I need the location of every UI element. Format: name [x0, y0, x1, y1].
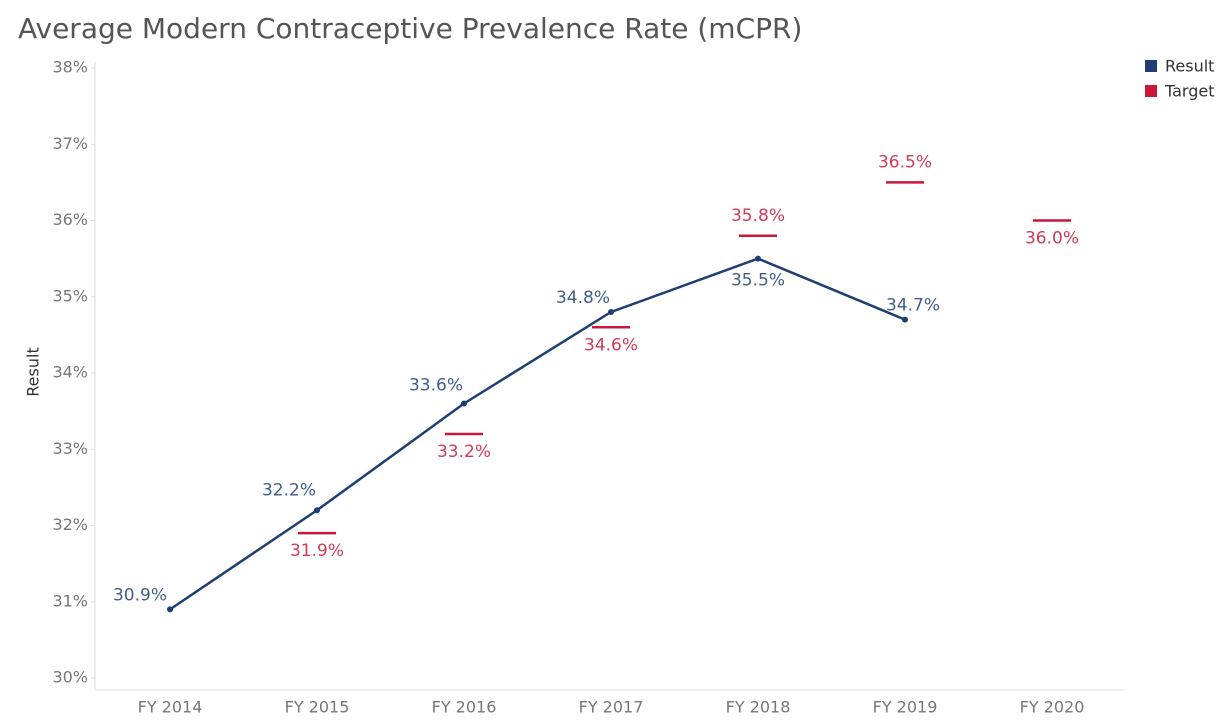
- y-tick-label: 33%: [52, 439, 88, 458]
- legend-label: Result: [1165, 57, 1214, 76]
- value-label: 30.9%: [113, 585, 167, 605]
- legend-swatch: [1145, 60, 1157, 72]
- value-label: 31.9%: [290, 541, 344, 561]
- y-tick-label: 38%: [52, 58, 88, 77]
- value-label: 32.2%: [262, 480, 316, 500]
- value-label: 34.8%: [556, 288, 610, 308]
- result-point: [755, 255, 761, 262]
- legend-label: Target: [1164, 82, 1215, 101]
- y-tick-label: 34%: [52, 363, 88, 382]
- value-label: 34.7%: [886, 296, 940, 316]
- y-tick-label: 30%: [52, 668, 88, 687]
- value-label: 35.5%: [731, 271, 785, 291]
- x-tick-label: FY 2018: [726, 698, 791, 717]
- value-label: 36.5%: [878, 152, 932, 172]
- x-tick-label: FY 2016: [432, 698, 497, 717]
- y-axis-label: Result: [24, 347, 43, 396]
- legend-swatch: [1145, 85, 1157, 97]
- chart-title: Average Modern Contraceptive Prevalence …: [18, 12, 802, 45]
- result-line: [169, 257, 906, 611]
- value-label: 33.2%: [437, 442, 491, 462]
- x-tick-label: FY 2019: [873, 698, 938, 717]
- x-tick-label: FY 2020: [1020, 698, 1085, 717]
- value-label: 33.6%: [409, 376, 463, 396]
- result-point: [608, 309, 614, 315]
- result-point: [461, 400, 467, 407]
- value-label: 35.8%: [731, 206, 785, 226]
- y-tick-label: 32%: [52, 515, 88, 534]
- value-label: 34.6%: [584, 335, 638, 355]
- y-tick-label: 35%: [52, 286, 88, 305]
- x-tick-label: FY 2015: [285, 698, 350, 717]
- y-tick-label: 31%: [52, 591, 88, 610]
- result-point: [902, 316, 908, 323]
- result-point: [314, 507, 320, 514]
- x-tick-label: FY 2014: [138, 698, 203, 717]
- x-tick-label: FY 2017: [579, 698, 644, 717]
- y-tick-label: 37%: [52, 134, 88, 153]
- result-point: [167, 606, 173, 613]
- y-tick-label: 36%: [52, 210, 88, 229]
- value-label: 36.0%: [1025, 229, 1079, 249]
